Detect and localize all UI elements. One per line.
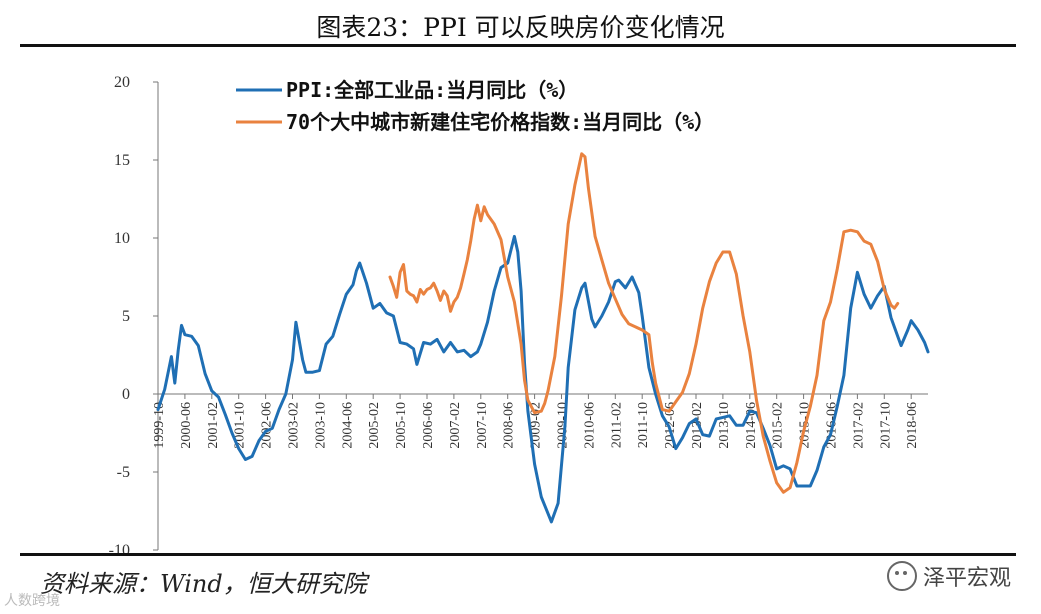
- x-tick-label: 2014-06: [744, 402, 759, 449]
- y-tick-label: 10: [114, 230, 130, 247]
- x-tick-label: 2001-10: [233, 402, 248, 449]
- legend: PPI:全部工业品:当月同比（%） 70个大中城市新建住宅价格指数:当月同比（%）: [236, 78, 714, 134]
- y-tick-label: 15: [114, 152, 130, 169]
- x-tick-label: 2007-02: [448, 402, 463, 449]
- x-tick-label: 2011-10: [636, 402, 651, 448]
- y-tick-label: 20: [114, 74, 130, 91]
- x-tick-label: 2011-02: [609, 402, 624, 448]
- x-tick-label: 2018-06: [905, 402, 920, 449]
- y-tick-label: -5: [117, 464, 130, 481]
- wechat-icon: [886, 561, 917, 591]
- x-tick-label: 2015-02: [771, 402, 786, 449]
- brand-mark: 泽平宏观: [886, 560, 1011, 592]
- x-tick-label: 2008-06: [502, 402, 517, 449]
- legend-label: PPI:全部工业品:当月同比（%）: [286, 78, 578, 102]
- source-note: 资料来源：Wind，恒大研究院: [40, 570, 367, 598]
- y-tick-label: 5: [122, 308, 130, 325]
- brand-name: 泽平宏观: [922, 566, 1011, 591]
- x-tick-label: 1999-10: [152, 402, 167, 449]
- x-axis: 1999-10 2000-06 2001-02 2001-10 2002-06 2003-…: [152, 393, 928, 449]
- x-tick-label: 2010-06: [582, 402, 597, 449]
- x-tick-label: 2001-02: [206, 402, 221, 449]
- x-tick-label: 2005-02: [367, 402, 382, 449]
- x-tick-label: 2004-06: [340, 402, 355, 449]
- x-tick-label: 2012-06: [663, 402, 678, 449]
- x-tick-label: 2005-10: [394, 402, 409, 449]
- y-tick-label: 0: [122, 386, 130, 403]
- x-tick-label: 2013-10: [717, 402, 732, 449]
- chart-title: 图表23：PPI 可以反映房价变化情况: [316, 13, 725, 42]
- x-tick-label: 2017-10: [878, 402, 893, 449]
- watermark-text: 人数跨境: [4, 593, 60, 609]
- series-lines: [156, 152, 930, 524]
- legend-label: 70个大中城市新建住宅价格指数:当月同比（%）: [286, 110, 714, 134]
- x-tick-label: 2003-10: [313, 402, 328, 449]
- top-rule: [20, 44, 1016, 47]
- y-axis: -10 -5 0 5 10 15 20: [109, 74, 159, 559]
- series-line-ppi: [156, 234, 930, 524]
- x-tick-label: 2007-10: [475, 402, 490, 449]
- x-tick-label: 2003-02: [286, 402, 301, 449]
- x-tick-label: 2017-02: [851, 402, 866, 449]
- bottom-rule: [20, 553, 1016, 556]
- y-tick-label: -10: [109, 542, 130, 559]
- x-tick-label: 2006-06: [421, 402, 436, 449]
- x-tick-label: 2000-06: [179, 402, 194, 449]
- series-line-housing-price: [388, 152, 900, 494]
